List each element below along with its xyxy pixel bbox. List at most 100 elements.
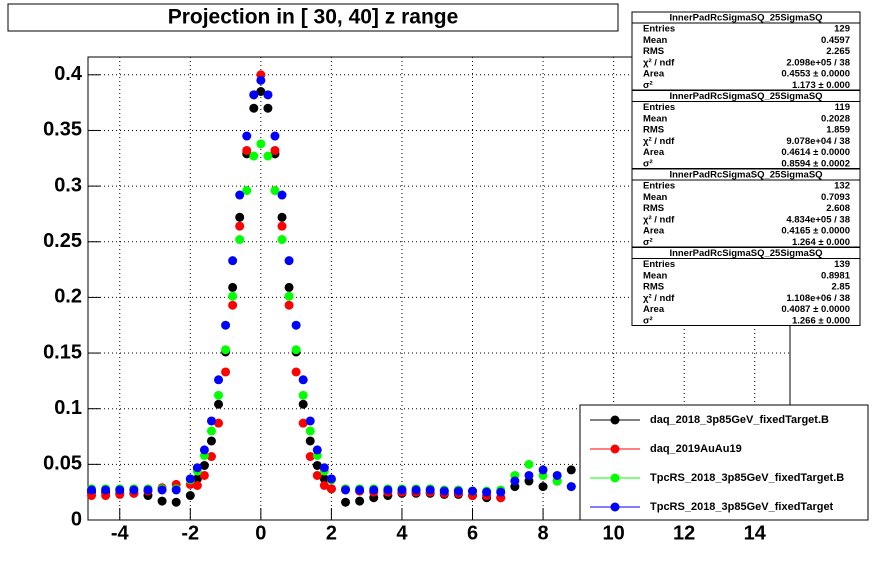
stats-title: InnerPadRcSigmaSQ_25SigmaSQ xyxy=(669,13,822,24)
x-tick-label: 2 xyxy=(326,522,337,544)
data-point xyxy=(341,485,351,495)
data-point xyxy=(538,482,548,492)
stats-label: Area xyxy=(643,226,665,237)
data-point xyxy=(263,90,273,100)
data-point xyxy=(298,375,308,385)
stats-label: σ² xyxy=(643,159,653,170)
data-point xyxy=(277,235,287,245)
stats-label: χ² / ndf xyxy=(643,293,675,304)
data-point xyxy=(235,212,245,222)
stats-value: 0.7093 xyxy=(821,192,850,203)
y-tick-label: 0.1 xyxy=(54,397,82,419)
data-point xyxy=(305,436,315,446)
data-point xyxy=(291,345,301,355)
data-point xyxy=(305,416,315,426)
data-point xyxy=(284,282,294,292)
data-point xyxy=(221,320,231,330)
data-point xyxy=(524,470,534,480)
data-point xyxy=(214,418,224,428)
stats-label: RMS xyxy=(643,282,664,293)
x-tick-label: 6 xyxy=(467,522,478,544)
legend-marker xyxy=(610,444,620,454)
data-point xyxy=(397,485,407,495)
stats-label: Mean xyxy=(643,113,667,124)
data-point xyxy=(270,145,280,155)
x-tick-label: 10 xyxy=(602,522,624,544)
stats-value: 1.859 xyxy=(826,125,850,136)
stats-label: Entries xyxy=(643,259,675,270)
data-point xyxy=(355,485,365,495)
stats-label: Area xyxy=(643,69,665,80)
stats-value: 0.8981 xyxy=(821,270,851,281)
data-point xyxy=(277,212,287,222)
stats-title: InnerPadRcSigmaSQ_25SigmaSQ xyxy=(669,91,822,102)
data-point xyxy=(319,463,329,473)
stats-value: 1.173 ± 0.000 xyxy=(792,80,850,91)
data-point xyxy=(228,291,238,301)
data-point xyxy=(143,485,153,495)
data-point xyxy=(369,485,379,495)
data-point xyxy=(235,221,245,231)
data-point xyxy=(221,367,231,377)
data-point xyxy=(552,470,562,480)
stats-label: χ² / ndf xyxy=(643,214,675,225)
data-point xyxy=(101,485,111,495)
data-point xyxy=(326,474,336,484)
stats-value: 0.4165 ± 0.0000 xyxy=(781,226,850,237)
stats-value: 1.264 ± 0.000 xyxy=(792,237,850,248)
data-point xyxy=(326,484,336,494)
stats-value: 129 xyxy=(834,24,850,35)
data-point xyxy=(312,460,322,470)
stats-box xyxy=(631,168,861,248)
data-point xyxy=(206,426,216,436)
data-point xyxy=(298,418,308,428)
data-point xyxy=(291,320,301,330)
x-tick-label: 14 xyxy=(744,522,767,544)
data-point xyxy=(411,485,421,495)
legend-marker xyxy=(610,473,620,483)
data-point xyxy=(249,151,259,161)
data-point xyxy=(291,367,301,377)
data-point xyxy=(214,375,224,385)
stats-value: 2.608 xyxy=(826,203,850,214)
data-point xyxy=(256,139,266,149)
x-tick-label: 0 xyxy=(255,522,266,544)
data-point xyxy=(263,103,273,113)
stats-value: 4.834e+05 / 38 xyxy=(786,214,850,225)
legend-label: daq_2019AuAu19 xyxy=(650,443,742,455)
data-point xyxy=(319,480,329,490)
y-tick-label: 0.05 xyxy=(43,453,82,475)
data-point xyxy=(228,300,238,310)
data-point xyxy=(312,445,322,455)
y-tick-label: 0.2 xyxy=(54,286,82,308)
data-point xyxy=(206,436,216,446)
stats-label: σ² xyxy=(643,80,653,91)
legend-label: TpcRS_2018_3p85GeV_fixedTarget.B xyxy=(650,472,844,484)
stats-label: σ² xyxy=(643,237,653,248)
data-point xyxy=(298,390,308,400)
y-tick-label: 0.25 xyxy=(43,230,82,252)
data-point xyxy=(206,452,216,462)
stats-value: 0.2028 xyxy=(821,113,850,124)
data-point xyxy=(496,487,506,497)
data-point xyxy=(341,497,351,507)
data-point xyxy=(199,445,209,455)
stats-label: Entries xyxy=(643,181,675,192)
data-point xyxy=(277,190,287,200)
x-tick-label: 12 xyxy=(673,522,695,544)
data-point xyxy=(298,399,308,409)
stats-value: 0.4614 ± 0.0000 xyxy=(781,147,850,158)
legend-label: daq_2018_3p85GeV_fixedTarget.B xyxy=(650,414,829,426)
data-point xyxy=(157,496,167,506)
stats-box xyxy=(631,90,861,169)
x-tick-label: 8 xyxy=(538,522,549,544)
data-point xyxy=(305,452,315,462)
y-tick-label: 0.3 xyxy=(54,174,82,196)
legend-marker xyxy=(610,502,620,512)
chart-title: Projection in [ 30, 40] z range xyxy=(168,6,459,29)
stats-label: χ² / ndf xyxy=(643,136,675,147)
data-point xyxy=(228,282,238,292)
data-point xyxy=(482,487,492,497)
y-tick-label: 0 xyxy=(71,508,82,530)
